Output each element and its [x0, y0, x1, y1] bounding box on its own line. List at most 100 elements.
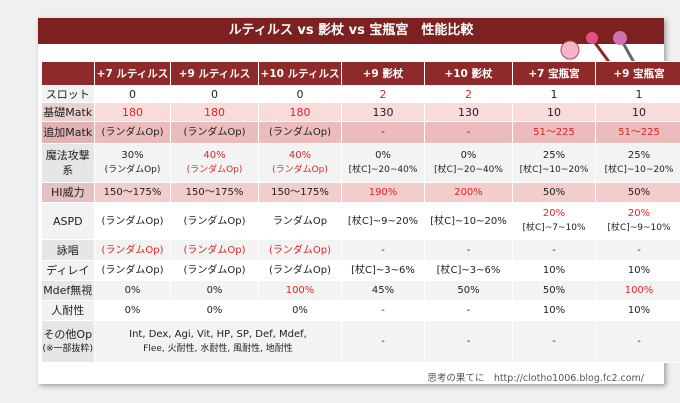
corner: [41, 61, 95, 86]
table-row: ディレイ (ランダムOp) (ランダムOp) (ランダムOp) [杖C]~3~6% [杖C…: [41, 260, 680, 281]
table-cell: -: [512, 320, 596, 363]
cell-text: [杖C]~10~20%: [519, 165, 589, 175]
cell-text: (ランダムOp): [272, 165, 328, 175]
cell-text: 45%: [371, 285, 395, 296]
cell-text: Flee, 火耐性, 水耐性, 風耐性, 地耐性: [143, 343, 293, 354]
cell-text: -: [637, 336, 641, 347]
cell-text: 人耐性: [51, 304, 85, 317]
row-label: ASPD: [41, 202, 95, 240]
cell-text: (ランダムOp): [101, 215, 164, 227]
cell-text: [杖C]~3~6%: [351, 265, 415, 276]
row-label: 追加Matk: [41, 121, 95, 144]
table-cell: 51〜225: [512, 121, 596, 144]
table-cell: 10%: [595, 260, 680, 281]
table-cell: 0%: [170, 300, 259, 321]
cell-text: [杖C]~10~20%: [604, 165, 674, 175]
cell-text: 2: [379, 87, 387, 101]
cell-text: -: [466, 336, 471, 347]
table-cell: 25% [杖C]~10~20%: [512, 143, 596, 183]
comparison-table: +7 ルティルス +9 ルティルス +10 ルティルス +9 影杖 +10 影杖 +7 宝…: [41, 61, 680, 363]
cell-text: ASPD: [52, 214, 83, 228]
table-cell: (ランダムOp): [94, 121, 171, 144]
cell-text: 0%: [292, 305, 308, 316]
table-cell: 20% [杖C]~7~10%: [512, 202, 596, 240]
cell-text: 0%: [206, 285, 223, 296]
table-row: 基礎Matk 180 180 180 130 130 10 10: [41, 102, 680, 122]
cell-text: 25%: [627, 150, 651, 161]
table-cell: 180: [258, 102, 342, 122]
cell-text: 0: [296, 87, 304, 101]
cell-text: 基礎Matk: [43, 105, 93, 119]
table-cell: (ランダムOp): [170, 239, 259, 261]
table-cell: (ランダムOp): [94, 202, 171, 240]
cell-text: HI威力: [50, 186, 85, 199]
cell-text: -: [466, 244, 471, 256]
table-cell: (ランダムOp): [170, 260, 259, 281]
table-cell: 10: [595, 102, 680, 122]
cell-text: (ランダムOp): [268, 244, 332, 256]
table-cell: 0% [杖C]~20~40%: [424, 143, 513, 183]
cell-text: (ランダムOp): [104, 165, 161, 175]
table-cell: 150〜175%: [170, 182, 259, 203]
credit: 思考の果てに http://clotho1006.blog.fc2.com/: [427, 373, 644, 384]
cell-text: -: [381, 336, 385, 347]
cell-text: 0%: [206, 305, 223, 316]
cell-text: 180: [289, 105, 311, 119]
cell-text: -: [381, 127, 385, 138]
row-label: 人耐性: [41, 300, 95, 321]
column-header: +10 ルティルス: [258, 61, 342, 86]
table-cell: [杖C]~3~6%: [341, 260, 425, 281]
cell-text: -: [381, 244, 385, 256]
cell-text: -: [552, 244, 556, 256]
row-label: 基礎Matk: [41, 102, 95, 122]
table-cell: -: [341, 320, 425, 363]
table-cell: -: [595, 239, 680, 261]
row-label: 詠唱: [41, 239, 95, 261]
table-cell: ランダムOp: [258, 202, 342, 240]
table-cell: 0: [258, 85, 342, 103]
table-cell: 130: [424, 102, 513, 122]
row-label: 魔法攻撃系: [41, 143, 95, 183]
table-cell: 1: [595, 85, 680, 103]
table-cell: 180: [170, 102, 259, 122]
column-header: +7 ルティルス: [94, 61, 171, 86]
table-cell: 150〜175%: [94, 182, 171, 203]
table-cell: 0: [170, 85, 259, 103]
table-cell: -: [424, 121, 513, 144]
table-cell: 10%: [512, 260, 596, 281]
table-cell: 180: [94, 102, 171, 122]
cell-text: 0: [211, 87, 218, 101]
table-cell: 40% (ランダムOp): [170, 143, 259, 183]
table-cell: (ランダムOp): [94, 260, 171, 281]
cell-text: 1: [550, 87, 558, 101]
table-cell: 200%: [424, 182, 513, 203]
table-row: 魔法攻撃系 30% (ランダムOp) 40% (ランダムOp) 40% (ランダムOp) 0%…: [41, 143, 680, 183]
table-cell: 2: [341, 85, 425, 103]
table-cell: 40% (ランダムOp): [258, 143, 342, 183]
cell-text: スロット: [45, 87, 90, 101]
cell-text: 50%: [542, 187, 566, 198]
table-cell: [杖C]~3~6%: [424, 260, 513, 281]
cell-text: (※一部抜粋): [42, 343, 94, 354]
cell-text: 20%: [542, 208, 566, 219]
table-cell: 130: [341, 102, 425, 122]
cell-text: 130: [372, 105, 394, 119]
title: ルティルス vs 影杖 vs 宝瓶宮 性能比較: [38, 18, 664, 44]
table-cell: (ランダムOp): [258, 260, 342, 281]
table-cell: 2: [424, 85, 513, 103]
cell-text: 30%: [121, 150, 144, 161]
table-row: Mdef無視 0% 0% 100% 45% 50% 50% 100%: [41, 280, 680, 301]
table-cell: 50%: [512, 182, 596, 203]
table-cell: -: [341, 300, 425, 321]
table-cell: (ランダムOp): [258, 121, 342, 144]
cell-text: (ランダムOp): [101, 244, 164, 256]
table-cell: 30% (ランダムOp): [94, 143, 171, 183]
cell-text: -: [381, 305, 385, 316]
cell-text: 追加Matk: [43, 126, 93, 139]
table-cell: 0% [杖C]~20~40%: [341, 143, 425, 183]
cell-text: 0: [129, 87, 136, 101]
cell-text: (ランダムOp): [268, 265, 332, 276]
cell-text: 190%: [368, 187, 398, 198]
table-row: 人耐性 0% 0% 0% - - 10% 10%: [41, 300, 680, 321]
panel: ルティルス vs 影杖 vs 宝瓶宮 性能比較 +7 ルティルス +9 ルティルス…: [38, 18, 680, 384]
